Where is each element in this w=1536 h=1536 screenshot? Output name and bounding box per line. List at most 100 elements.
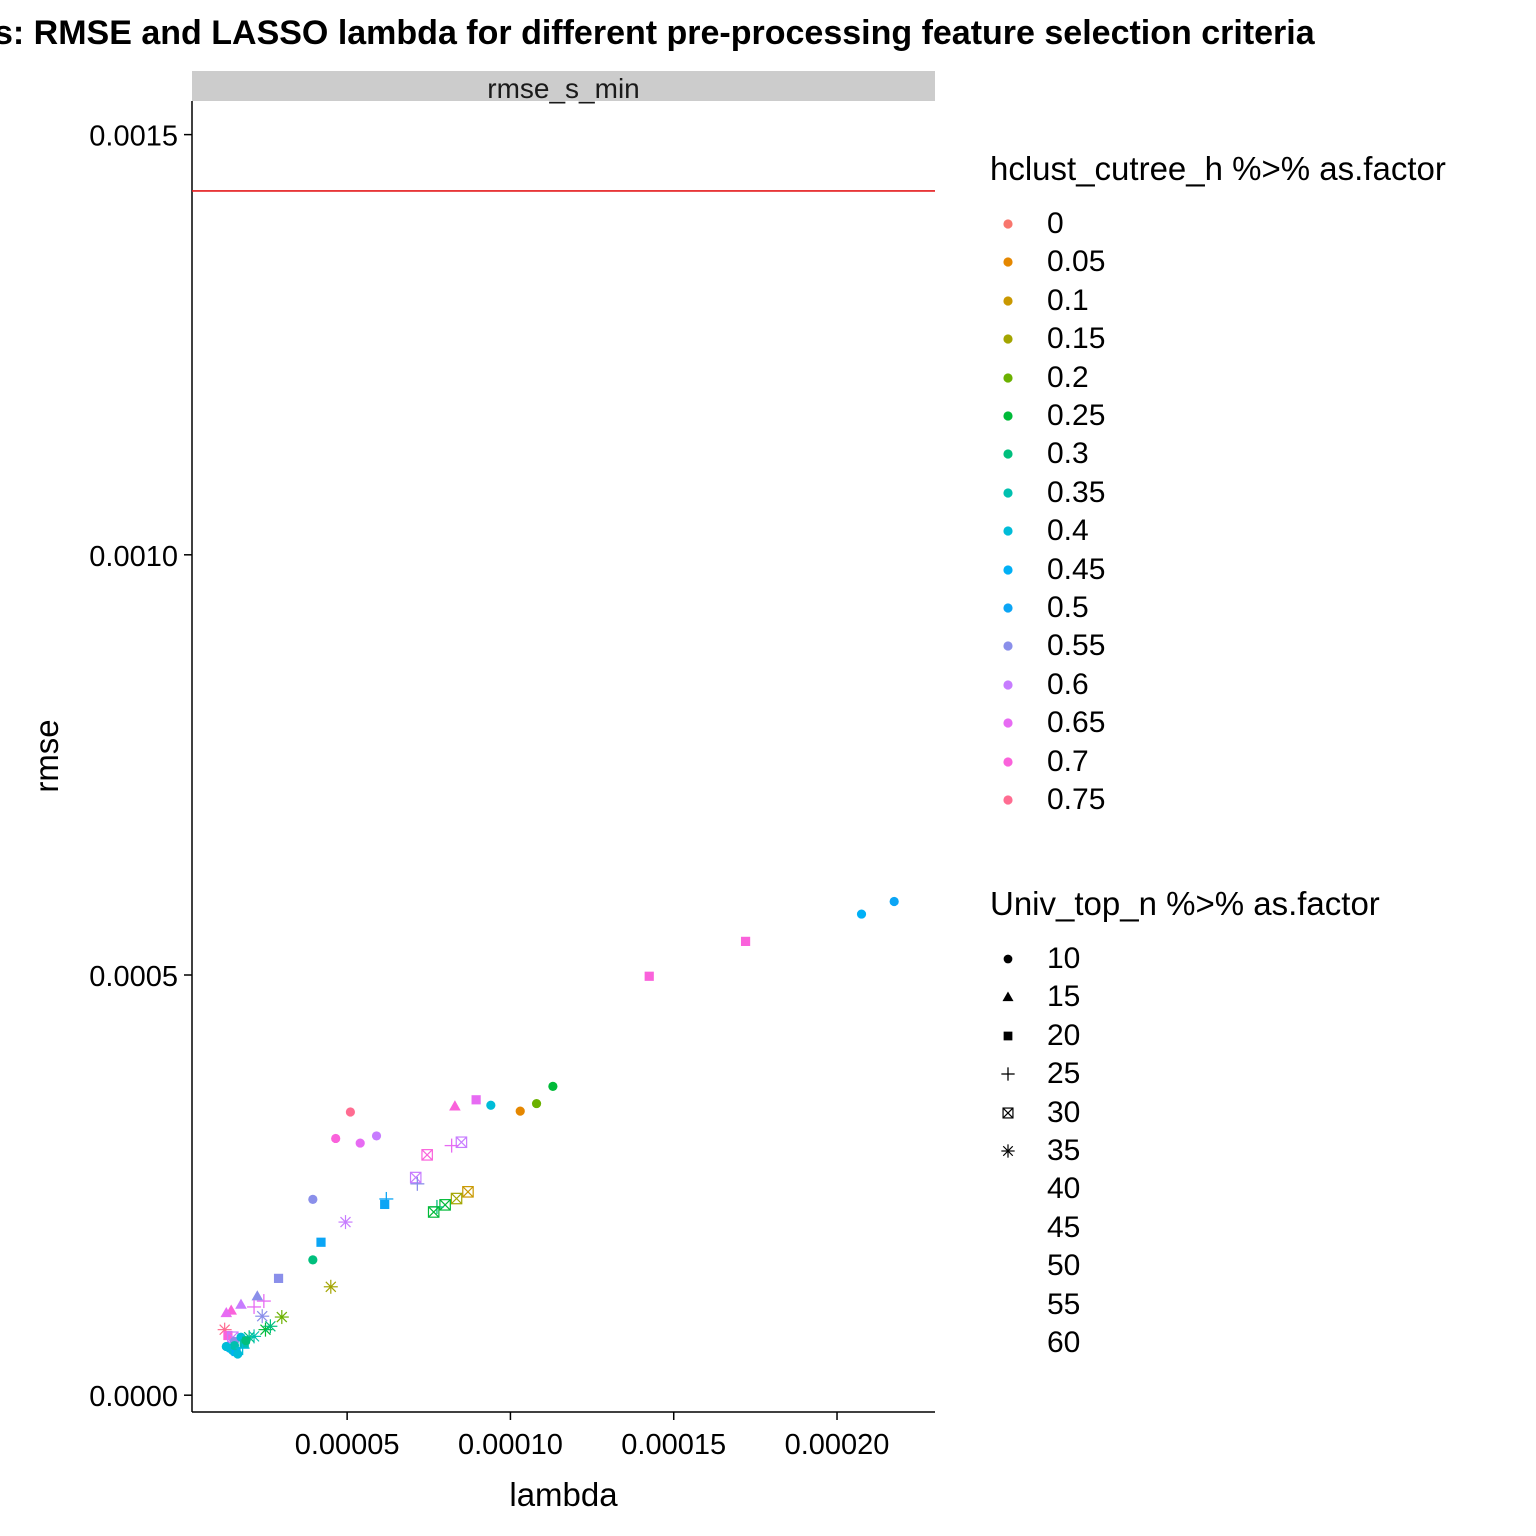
data-point [308,1255,318,1265]
data-point [439,1199,451,1211]
color-legend-item: 0.6 [990,666,1089,704]
shape-legend-item: 50 [990,1247,1080,1285]
shape-legend-item: 15 [990,978,1080,1016]
color-legend-swatch [1003,795,1013,805]
y-tick-label: 0.0010 [89,541,178,573]
color-legend-swatch [1003,680,1013,690]
color-legend-item: 0.4 [990,512,1089,550]
color-legend-swatch [1003,411,1013,421]
color-legend-label: 0.2 [1047,360,1089,394]
x-tick-label: 0.00015 [621,1429,726,1461]
data-point [449,1100,461,1111]
color-legend-label: 0.1 [1047,283,1089,317]
data-point [338,1215,353,1230]
x-axis-ticks: 0.00005 0.00010 0.00015 0.00020 [295,1412,890,1461]
data-point [889,896,899,907]
shape-legend-symbol [1002,1107,1014,1119]
shape-legend-key [990,1209,1026,1247]
color-legend-label: 0.5 [1047,591,1089,624]
shape-legend-item: 30 [990,1094,1080,1132]
shape-legend-key [990,1324,1026,1362]
data-point [371,1131,382,1141]
shape-legend-key [990,940,1026,978]
shape-legend-key [990,1055,1026,1093]
x-tick-label: 0.00005 [295,1429,400,1461]
color-legend-swatch [1003,603,1013,613]
data-point [256,1294,271,1309]
data-point [235,1298,247,1309]
color-legend-label: 0.55 [1047,629,1106,663]
shape-legend-label: 25 [1047,1057,1081,1091]
x-tick-label: 0.00010 [458,1429,563,1461]
color-legend-key [990,512,1026,550]
color-legend-key [990,359,1026,397]
shape-legend-label: 30 [1047,1095,1081,1129]
color-legend-title: hclust_cutree_h %>% as.factor [990,150,1446,187]
data-point [515,1106,525,1116]
color-legend-swatch [1003,526,1013,536]
data-point [644,971,654,981]
color-legend-item: 0.5 [990,589,1089,627]
data-point [486,1100,496,1110]
color-legend-key [990,320,1026,358]
color-legend-swatch [1003,641,1013,651]
shape-legend-label: 40 [1047,1172,1081,1206]
color-legend-item: 0.15 [990,320,1105,358]
data-point [323,1279,338,1294]
color-legend-item: 0.55 [990,627,1105,665]
color-legend-swatch [1003,372,1013,383]
shape-legend-label: 45 [1047,1210,1081,1244]
y-tick-label: 0.0015 [89,121,178,153]
data-point [331,1133,341,1144]
color-legend-label: 0.05 [1047,245,1106,279]
shape-legend-label: 55 [1047,1287,1081,1321]
color-legend-key [990,474,1026,512]
color-legend-item: 0.25 [990,397,1105,435]
shape-legend-label: 20 [1047,1018,1081,1052]
data-point [450,1192,463,1205]
shape-legend-label: 35 [1047,1134,1081,1167]
data-point [345,1107,355,1117]
data-point [229,1341,240,1351]
data-point [548,1081,558,1091]
shape-legend-label: 50 [1047,1249,1081,1283]
color-legend-key [990,435,1026,473]
data-point [251,1290,264,1301]
color-legend-label: 0.45 [1047,552,1106,586]
shape-legend-item: 35 [990,1132,1080,1170]
y-tick-label: 0.0005 [89,961,178,993]
color-legend-key [990,397,1026,435]
shape-legend-symbol [1001,1144,1015,1158]
color-legend-item: 0.75 [990,781,1105,819]
color-legend-label: 0.6 [1047,667,1089,701]
color-legend-key [990,627,1026,665]
data-points [217,896,899,1359]
color-legend-item: 0.05 [990,243,1105,281]
shape-legend-label: 60 [1047,1326,1081,1359]
shape-legend-symbol [1002,991,1014,1002]
facet-strip-label: rmse_s_min [487,73,639,104]
shape-legend-label: 15 [1047,980,1081,1014]
color-legend-key [990,589,1026,627]
shape-legend-label: 10 [1047,942,1081,975]
data-point [427,1206,440,1218]
data-point [247,1299,262,1314]
color-legend-swatch [1003,488,1013,498]
data-point [233,1349,243,1359]
shape-legend-symbol [1003,954,1013,964]
color-legend-label: 0.4 [1047,514,1089,548]
chart-title: s: RMSE and LASSO lambda for different p… [0,14,1315,52]
shape-legend-key [990,1286,1026,1324]
data-point [221,1341,231,1352]
data-point [255,1309,270,1324]
shape-legend-item: 45 [990,1209,1080,1247]
x-tick-label: 0.00020 [785,1429,890,1461]
shape-legend-item: 25 [990,1055,1080,1093]
shape-legend-item: 20 [990,1017,1080,1055]
color-legend-label: 0.35 [1047,475,1106,509]
shape-legend-key [990,978,1026,1016]
color-legend-key [990,205,1026,243]
color-legend-key [990,666,1026,704]
y-tick-label: 0.0000 [89,1381,178,1413]
color-legend-label: 0 [1047,207,1064,240]
